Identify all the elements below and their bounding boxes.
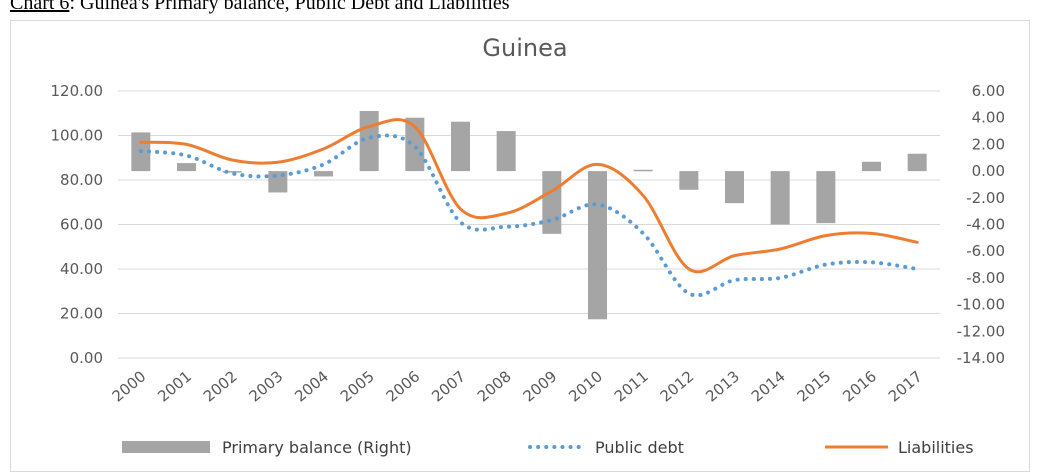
- right-tick-label: -10.00: [957, 296, 1005, 314]
- bar-primary-balance: [816, 171, 836, 224]
- bar-primary-balance: [725, 171, 744, 204]
- line-series: [138, 118, 920, 298]
- x-tick-label: 2004: [291, 367, 332, 405]
- bar-primary-balance: [451, 121, 470, 172]
- left-axis-ticks: 0.00 20.00 40.00 60.00 80.00 100.00 120.00: [51, 82, 104, 367]
- legend-label: Primary balance (Right): [222, 438, 412, 457]
- left-tick-label: 60.00: [60, 216, 103, 234]
- x-tick-label: 2015: [794, 367, 835, 405]
- x-tick-label: 2006: [383, 367, 424, 405]
- caption-text: : Guinea's Primary balance, Public Debt …: [69, 0, 510, 14]
- x-tick-label: 2012: [657, 367, 698, 405]
- bar-primary-balance: [496, 131, 516, 172]
- bar-primary-balance: [222, 171, 242, 173]
- left-tick-label: 120.00: [51, 82, 104, 100]
- x-tick-label: 2017: [885, 367, 926, 405]
- left-tick-label: 80.00: [60, 171, 103, 189]
- legend-swatch-bar: [122, 441, 210, 453]
- left-tick-label: 40.00: [60, 260, 103, 278]
- bar-primary-balance: [907, 153, 927, 172]
- bar-primary-balance: [862, 161, 881, 172]
- right-tick-label: -2.00: [966, 189, 1005, 207]
- bar-primary-balance: [542, 171, 562, 234]
- x-tick-label: 2003: [246, 367, 287, 405]
- x-tick-label: 2010: [565, 367, 606, 405]
- right-tick-label: 2.00: [972, 135, 1005, 153]
- bar-primary-balance: [633, 169, 653, 172]
- x-tick-label: 2014: [748, 367, 789, 405]
- gridlines: [118, 90, 940, 359]
- bar-primary-balance: [177, 163, 196, 172]
- bar-primary-balance: [679, 171, 699, 190]
- x-tick-label: 2005: [337, 367, 378, 405]
- chart-title: Guinea: [482, 34, 567, 62]
- chart-frame: [10, 20, 1030, 472]
- x-tick-label: 2016: [839, 367, 880, 405]
- bar-primary-balance: [588, 171, 607, 320]
- right-tick-label: -6.00: [966, 242, 1005, 260]
- right-tick-label: -4.00: [966, 216, 1005, 234]
- right-tick-label: -8.00: [966, 269, 1005, 287]
- bar-primary-balance: [770, 171, 790, 225]
- caption-label: Chart 6: [10, 0, 70, 14]
- left-tick-label: 0.00: [70, 349, 103, 367]
- x-tick-label: 2008: [474, 367, 515, 405]
- chart-caption: Chart 6: Guinea's Primary balance, Publi…: [10, 0, 510, 15]
- x-tick-label: 2011: [611, 367, 652, 405]
- primary-balance-bars: [131, 111, 927, 320]
- right-tick-label: 4.00: [972, 109, 1005, 127]
- x-tick-label: 2001: [154, 367, 195, 405]
- x-tick-label: 2009: [520, 367, 561, 405]
- right-tick-label: -12.00: [957, 322, 1005, 340]
- x-tick-label: 2002: [200, 367, 241, 405]
- legend-label: Public debt: [595, 438, 684, 457]
- right-tick-label: 6.00: [972, 82, 1005, 100]
- line-public-debt: [138, 133, 920, 298]
- left-tick-label: 20.00: [60, 305, 103, 323]
- right-tick-label: 0.00: [972, 162, 1005, 180]
- legend: Primary balance (Right) Public debt Liabil…: [122, 438, 974, 457]
- bar-primary-balance: [314, 171, 333, 177]
- left-tick-label: 100.00: [51, 127, 104, 145]
- x-tick-label: 2007: [428, 367, 469, 405]
- x-axis-ticks: 2000 2001 2002 2003 2004 2005 2006 2007 2008 2009…: [109, 367, 926, 405]
- line-liabilities: [139, 118, 919, 274]
- right-axis-ticks: -14.00 -12.00 -10.00 -8.00 -6.00 -4.00 -2.00 0.…: [957, 82, 1005, 367]
- x-tick-label: 2013: [702, 367, 743, 405]
- legend-label: Liabilities: [898, 438, 974, 457]
- x-tick-label: 2000: [109, 367, 150, 405]
- right-tick-label: -14.00: [957, 349, 1005, 367]
